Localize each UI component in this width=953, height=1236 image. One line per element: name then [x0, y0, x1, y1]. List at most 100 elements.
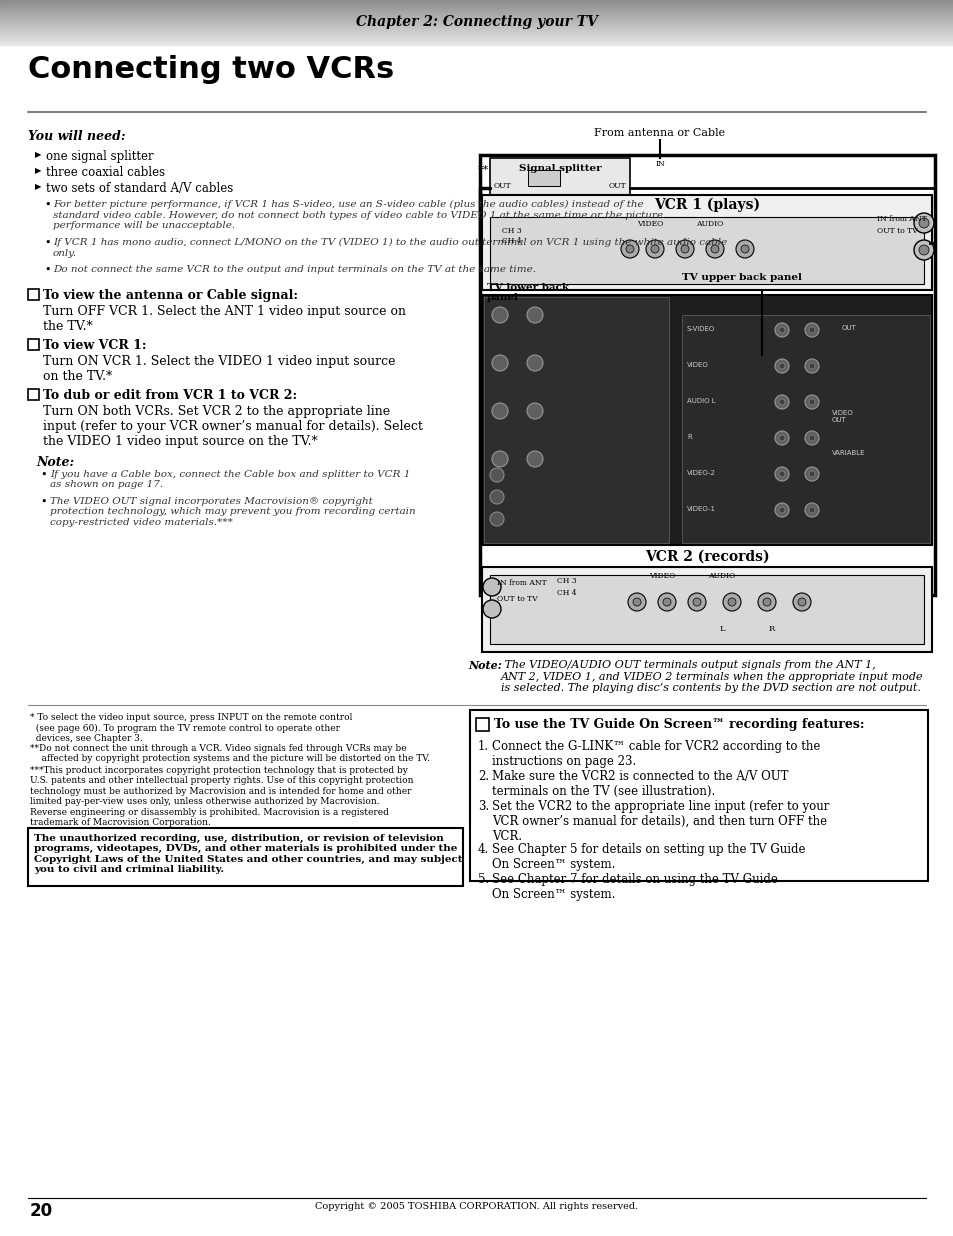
Text: **Do not connect the unit through a VCR. Video signals fed through VCRs may be
 : **Do not connect the unit through a VCR.… — [30, 744, 430, 764]
Text: IN: IN — [655, 159, 664, 168]
Text: Note:: Note: — [468, 660, 501, 671]
Circle shape — [490, 489, 503, 504]
Circle shape — [779, 435, 784, 441]
Text: From antenna or Cable: From antenna or Cable — [594, 129, 725, 138]
Text: 2.: 2. — [477, 770, 489, 782]
Bar — [490, 218, 923, 284]
Circle shape — [526, 451, 542, 467]
Bar — [527, 171, 559, 185]
Circle shape — [918, 245, 928, 255]
Text: See Chapter 7 for details on using the TV Guide
On Screen™ system.: See Chapter 7 for details on using the T… — [492, 873, 777, 901]
Circle shape — [808, 399, 814, 405]
Bar — [28, 339, 39, 350]
Circle shape — [722, 593, 740, 611]
Circle shape — [774, 431, 788, 445]
Circle shape — [490, 468, 503, 482]
Text: VIDEO-1: VIDEO-1 — [686, 506, 716, 512]
Text: VIDEO: VIDEO — [648, 572, 675, 580]
Text: VIDEO: VIDEO — [686, 362, 708, 368]
Text: ▶: ▶ — [35, 182, 42, 192]
Text: ▶: ▶ — [35, 166, 42, 176]
Circle shape — [650, 245, 659, 253]
Text: Connecting two VCRs: Connecting two VCRs — [28, 54, 394, 84]
Text: Turn ON both VCRs. Set VCR 2 to the appropriate line
input (refer to your VCR ow: Turn ON both VCRs. Set VCR 2 to the appr… — [43, 405, 422, 447]
Bar — [28, 828, 462, 886]
Circle shape — [687, 593, 705, 611]
Bar — [470, 709, 927, 881]
Circle shape — [658, 593, 676, 611]
Bar — [490, 158, 629, 197]
Text: OUT: OUT — [494, 182, 511, 190]
Text: OUT to TV: OUT to TV — [876, 227, 917, 235]
Circle shape — [913, 213, 933, 234]
Circle shape — [808, 471, 814, 477]
Text: Signal splitter: Signal splitter — [518, 164, 600, 173]
Text: •: • — [40, 497, 47, 507]
Text: CH 3: CH 3 — [557, 577, 577, 585]
Circle shape — [774, 358, 788, 373]
Text: •: • — [44, 200, 51, 210]
Text: VIDEO-2: VIDEO-2 — [686, 470, 715, 476]
Circle shape — [797, 598, 805, 606]
Text: VIDEO
OUT: VIDEO OUT — [831, 410, 853, 423]
Circle shape — [526, 403, 542, 419]
Text: L: L — [719, 625, 724, 633]
Text: TV upper back panel: TV upper back panel — [681, 273, 801, 282]
Circle shape — [774, 323, 788, 337]
Circle shape — [792, 593, 810, 611]
Text: IN from ANT: IN from ANT — [876, 215, 925, 222]
Text: AUDIO: AUDIO — [696, 220, 723, 227]
Circle shape — [808, 507, 814, 513]
Circle shape — [482, 599, 500, 618]
Text: TV lower back
panel: TV lower back panel — [486, 283, 568, 303]
Text: To view VCR 1:: To view VCR 1: — [43, 339, 147, 352]
Bar — [479, 154, 934, 595]
Circle shape — [727, 598, 735, 606]
Circle shape — [490, 512, 503, 527]
Circle shape — [492, 307, 507, 323]
Circle shape — [526, 307, 542, 323]
Text: Turn OFF VCR 1. Select the ANT 1 video input source on
the TV.*: Turn OFF VCR 1. Select the ANT 1 video i… — [43, 305, 406, 332]
Bar — [681, 315, 929, 543]
Text: VCR 1 (plays): VCR 1 (plays) — [653, 198, 760, 213]
Text: OUT to TV: OUT to TV — [497, 595, 537, 603]
Circle shape — [804, 358, 818, 373]
Circle shape — [492, 403, 507, 419]
Circle shape — [779, 363, 784, 370]
Text: •: • — [40, 470, 47, 480]
Bar — [483, 297, 668, 543]
Circle shape — [808, 363, 814, 370]
Circle shape — [740, 245, 748, 253]
Circle shape — [705, 240, 723, 258]
Bar — [481, 567, 931, 653]
Circle shape — [492, 451, 507, 467]
Text: Chapter 2: Connecting your TV: Chapter 2: Connecting your TV — [355, 15, 598, 28]
Text: Make sure the VCR2 is connected to the A/V OUT
terminals on the TV (see illustra: Make sure the VCR2 is connected to the A… — [492, 770, 788, 798]
Bar — [481, 295, 931, 545]
Circle shape — [758, 593, 775, 611]
Text: S-VIDEO: S-VIDEO — [686, 326, 715, 332]
Text: R: R — [768, 625, 774, 633]
Text: ***This product incorporates copyright protection technology that is protected b: ***This product incorporates copyright p… — [30, 766, 413, 827]
Text: ▶: ▶ — [35, 150, 42, 159]
Text: OUT: OUT — [841, 325, 856, 331]
Text: 1.: 1. — [477, 740, 489, 753]
Circle shape — [774, 503, 788, 517]
Circle shape — [913, 240, 933, 260]
Circle shape — [779, 328, 784, 332]
Circle shape — [492, 355, 507, 371]
Circle shape — [526, 355, 542, 371]
Text: Turn ON VCR 1. Select the VIDEO 1 video input source
on the TV.*: Turn ON VCR 1. Select the VIDEO 1 video … — [43, 355, 395, 383]
Text: VCR 2 (records): VCR 2 (records) — [644, 550, 768, 564]
Text: CH 4: CH 4 — [501, 237, 521, 245]
Circle shape — [710, 245, 719, 253]
Text: •: • — [44, 239, 51, 248]
Circle shape — [804, 467, 818, 481]
Circle shape — [676, 240, 693, 258]
Circle shape — [804, 503, 818, 517]
Text: To use the TV Guide On Screen™ recording features:: To use the TV Guide On Screen™ recording… — [494, 718, 863, 730]
Text: The VIDEO OUT signal incorporates Macrovision® copyright
protection technology, : The VIDEO OUT signal incorporates Macrov… — [50, 497, 416, 527]
Text: two sets of standard A/V cables: two sets of standard A/V cables — [46, 182, 233, 195]
Text: * To select the video input source, press INPUT on the remote control
  (see pag: * To select the video input source, pres… — [30, 713, 352, 743]
Circle shape — [774, 467, 788, 481]
